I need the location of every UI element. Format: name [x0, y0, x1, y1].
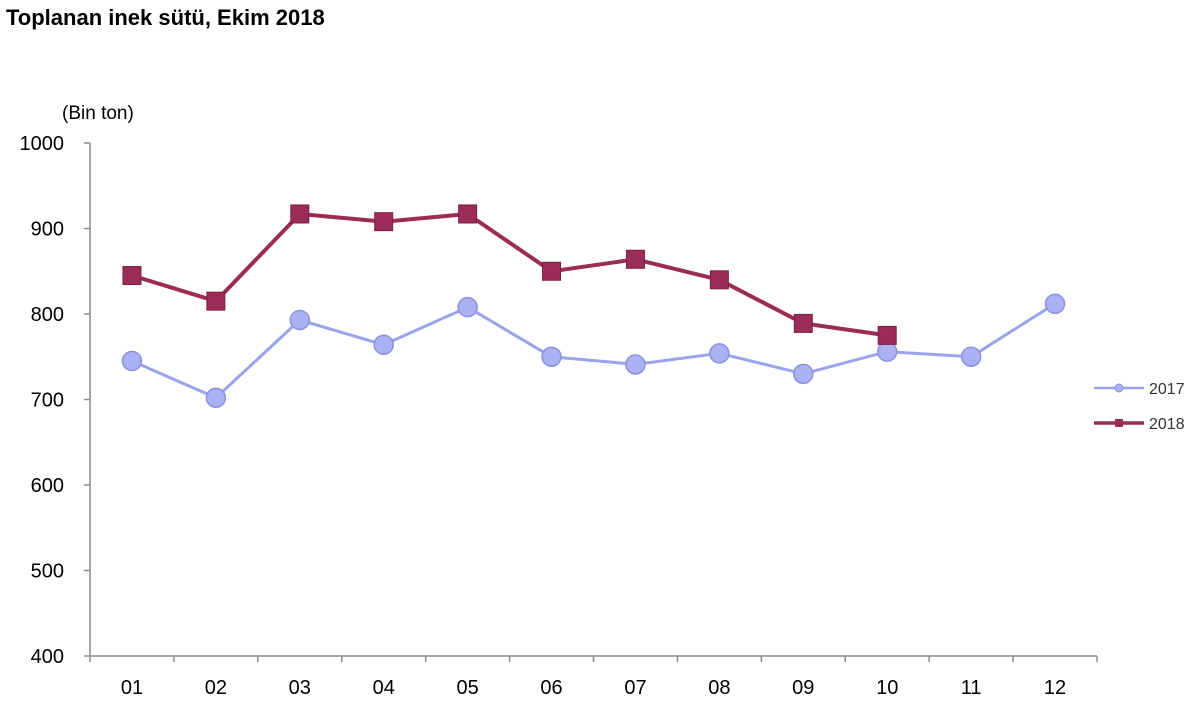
data-point-2017: [121, 350, 143, 372]
data-point-2018: [709, 270, 729, 290]
x-tick-label: 05: [457, 677, 479, 699]
y-tick-label: 400: [31, 646, 64, 668]
y-tick-label: 900: [31, 219, 64, 241]
y-tick-label: 700: [31, 390, 64, 412]
data-point-2017: [205, 387, 227, 409]
data-point-2017: [876, 341, 898, 362]
x-tick-label: 11: [961, 677, 982, 699]
data-point-2018: [122, 266, 142, 286]
data-point-2017: [373, 334, 394, 356]
x-tick-label: 08: [708, 677, 730, 699]
data-point-2017: [960, 346, 982, 367]
legend-label-2017: 2017: [1149, 381, 1185, 398]
data-point-2018: [290, 204, 310, 224]
legend-label-2018: 2018: [1149, 416, 1185, 433]
x-tick-label: 03: [289, 677, 311, 699]
x-tick-label: 09: [792, 677, 814, 699]
data-point-2017: [709, 343, 730, 364]
x-tick-label: 02: [205, 677, 227, 699]
x-tick-label: 01: [121, 677, 143, 699]
y-tick-label: 600: [31, 475, 64, 497]
legend-marker-2017: [1114, 383, 1124, 393]
x-tick-label: 07: [624, 677, 646, 699]
data-point-2018: [374, 212, 394, 232]
data-point-2017: [289, 309, 311, 331]
data-point-2018: [206, 291, 226, 311]
x-tick-label: 10: [876, 677, 898, 699]
data-point-2018: [542, 261, 562, 281]
series-line-2018: [131, 212, 888, 338]
data-point-2017: [457, 296, 478, 318]
data-point-2018: [877, 325, 897, 345]
chart-title: Toplanan inek sütü, Ekim 2018: [6, 5, 325, 30]
x-tick-label: 06: [540, 677, 562, 699]
data-point-2018: [793, 313, 813, 333]
y-tick-label: 500: [31, 561, 64, 583]
data-point-2017: [793, 363, 814, 385]
data-point-2018: [625, 249, 645, 269]
legend-marker-2018: [1115, 419, 1123, 427]
y-axis-unit-label: (Bin ton): [62, 103, 134, 124]
y-tick-label: 1000: [20, 133, 65, 155]
data-point-2018: [458, 204, 478, 224]
x-tick-label: 04: [373, 677, 395, 699]
data-point-2017: [625, 354, 646, 375]
y-tick-label: 800: [31, 304, 64, 326]
data-point-2017: [541, 346, 562, 367]
data-point-2017: [1044, 293, 1066, 314]
x-tick-label: 12: [1044, 677, 1066, 699]
series-line-2017: [131, 302, 1056, 400]
